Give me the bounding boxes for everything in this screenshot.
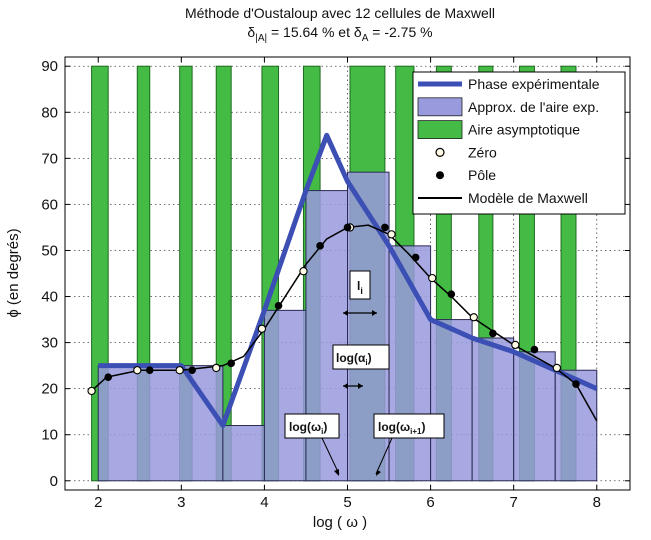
- approx-bar: [430, 319, 473, 482]
- y-tick-label: 90: [41, 58, 58, 75]
- legend-label: Modèle de Maxwell: [468, 190, 588, 206]
- log-alpha-arrowheads: [343, 383, 363, 389]
- legend-label: Zéro: [468, 144, 497, 160]
- legend-zero-marker: [435, 147, 445, 157]
- markers-group: [87, 223, 580, 396]
- zero-marker: [133, 366, 142, 375]
- x-axis-label: log ( ω ): [313, 514, 367, 531]
- approx-bar: [471, 337, 515, 482]
- pole-marker: [188, 366, 196, 375]
- y-axis-label: ϕ (en degrés): [5, 228, 22, 317]
- pole-marker: [411, 253, 420, 262]
- x-tick-label: 6: [426, 494, 434, 511]
- zero-marker: [212, 363, 221, 373]
- y-tick-label: 50: [41, 242, 58, 259]
- y-tick-label: 10: [41, 427, 58, 444]
- approx-bar: [513, 351, 556, 482]
- pole-marker: [572, 380, 580, 388]
- x-tick-label: 3: [177, 494, 185, 511]
- y-tick-label: 20: [41, 381, 58, 398]
- log-omega-i-label: log(ωi): [289, 420, 327, 436]
- log-omega-i1-label: log(ωi+1): [378, 420, 425, 436]
- li-box: [349, 270, 371, 300]
- zero-marker: [299, 267, 308, 276]
- phase-line: [98, 132, 598, 429]
- y-tick-label: 40: [41, 289, 58, 306]
- log-omega-i1-pointer: [375, 437, 393, 475]
- y-tick-label: 70: [41, 150, 58, 167]
- annotations: li log(αi) log(ωi) log(ωi+1): [284, 270, 445, 476]
- x-tick-label: 5: [343, 494, 351, 511]
- pole-marker: [381, 223, 389, 232]
- legend-patch-swatch: [417, 97, 463, 117]
- log-omega-i-pointer: [321, 437, 340, 475]
- y-tick-label: 80: [41, 104, 58, 121]
- y-tick-label: 0: [50, 473, 58, 490]
- pole-marker: [530, 345, 539, 354]
- model-curve: [91, 224, 598, 422]
- x-tick-label: 8: [593, 494, 601, 511]
- model-curve-group: [91, 224, 598, 422]
- pole-marker: [104, 373, 113, 381]
- phase-line-group: [98, 132, 598, 429]
- legend-patch-swatch: [417, 120, 463, 139]
- y-tick-label: 30: [41, 335, 58, 352]
- y-tick-label: 60: [41, 196, 58, 213]
- pole-marker: [227, 359, 235, 368]
- x-tick-label: 2: [94, 494, 102, 511]
- legend-label: Approx. de l'aire exp.: [468, 99, 599, 115]
- zero-marker: [387, 230, 396, 239]
- log-omega-i1-arrowhead: [376, 470, 381, 476]
- chart-title: Méthode d'Oustaloup avec 12 cellules de …: [185, 5, 495, 21]
- zero-marker: [469, 313, 478, 322]
- legend: Phase expérimentale Approx. de l'aire exp…: [412, 71, 626, 215]
- legend-box: [412, 71, 626, 215]
- log-omega-i-arrowhead: [334, 469, 339, 476]
- log-omega-i-box: [284, 413, 340, 439]
- pole-marker: [447, 290, 456, 299]
- zero-marker: [175, 366, 184, 375]
- log-alpha-label: log(αi): [336, 351, 372, 367]
- log-omega-i1-box: [373, 413, 445, 439]
- li-label: li: [357, 279, 363, 296]
- log-alpha-box: [332, 344, 390, 370]
- approx-bar: [97, 365, 224, 482]
- legend-label: Aire asymptotique: [468, 122, 580, 138]
- zero-marker: [511, 340, 520, 350]
- approx-bar: [263, 309, 307, 482]
- pole-marker: [274, 301, 283, 310]
- zero-marker: [428, 273, 437, 283]
- pole-marker: [145, 366, 154, 375]
- x-tick-label: 4: [260, 494, 268, 511]
- approx-bar: [554, 369, 598, 482]
- legend-label: Pôle: [468, 167, 496, 183]
- legend-label: Phase expérimentale: [468, 76, 600, 92]
- zero-marker: [552, 363, 562, 373]
- pole-marker: [489, 329, 497, 338]
- x-tick-label: 7: [510, 494, 518, 511]
- chart-subtitle: δ|A| = 15.64 % et δA = -2.75 %: [247, 24, 432, 44]
- zero-marker: [87, 386, 96, 396]
- approx-bar: [222, 425, 265, 482]
- pole-marker: [316, 242, 324, 250]
- zero-marker: [257, 324, 267, 333]
- pole-marker: [343, 223, 352, 232]
- legend-pole-marker: [436, 171, 444, 180]
